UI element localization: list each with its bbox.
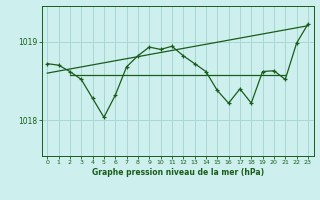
- X-axis label: Graphe pression niveau de la mer (hPa): Graphe pression niveau de la mer (hPa): [92, 168, 264, 177]
